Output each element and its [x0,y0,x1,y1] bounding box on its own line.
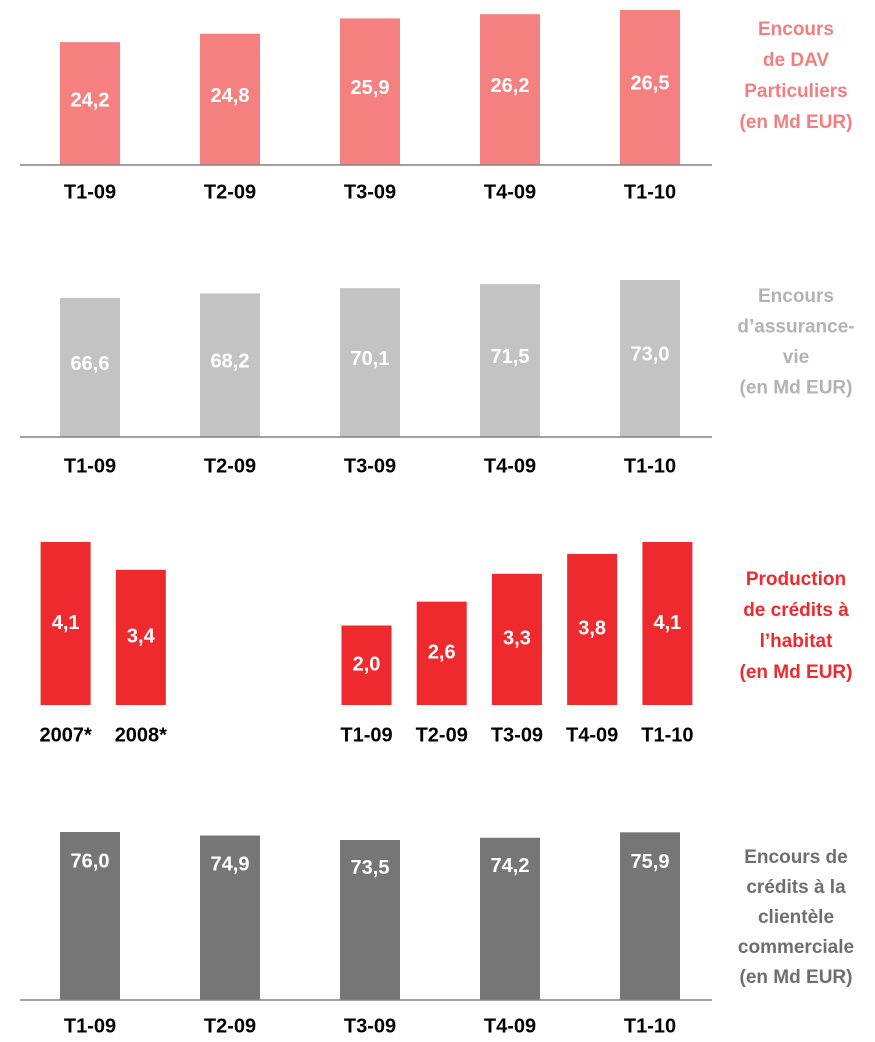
x-tick-label: T1-10 [624,455,676,477]
value-label: 3,3 [503,628,531,650]
value-label: 2,0 [353,654,381,676]
x-tick-label: T3-09 [344,181,396,203]
chart: T1-09 24,2 T2-09 24,8 T3-09 25,9 T4-09 26,2 T1-1… [20,10,852,203]
chart-title: commerciale [738,937,854,958]
chart-title: (en Md EUR) [740,112,853,133]
chart-title: Production [746,569,846,590]
chart: T1-09 76,0 T2-09 74,9 T3-09 73,5 T4-09 74,2 T1-1… [20,832,854,1037]
value-label: 75,9 [631,851,670,873]
x-tick-label: T1-09 [64,455,116,477]
x-tick-label: T4-09 [484,181,536,203]
x-tick-label: T3-09 [344,1015,396,1037]
value-label: 2,6 [428,642,456,664]
bar [491,573,542,705]
bar [620,280,680,437]
chart-title: de crédits à [743,600,849,621]
bar [40,542,91,705]
bar [341,625,392,705]
bar [200,33,260,165]
bar [620,10,680,165]
value-label: 68,2 [211,351,250,373]
bar [340,18,400,166]
value-label: 24,2 [71,89,110,111]
x-tick-label: T1-10 [624,1015,676,1037]
chart-title: Encours [758,286,834,307]
x-tick-label: T2-09 [204,455,256,477]
x-tick-label: 2007* [39,724,91,746]
x-tick-label: T1-09 [64,181,116,203]
value-label: 4,1 [52,612,80,634]
chart-title: d’assurance- [737,317,854,338]
x-tick-label: T2-09 [416,724,468,746]
value-label: 76,0 [71,851,110,873]
bar [620,832,680,1000]
bar [200,293,260,437]
value-label: 3,8 [578,618,606,640]
bar [480,284,540,437]
value-label: 74,2 [491,855,530,877]
x-tick-label: 2008* [115,724,167,746]
bar [60,297,120,437]
chart-title: (en Md EUR) [740,967,853,988]
value-label: 73,5 [351,857,390,879]
chart-title: clientèle [758,907,834,928]
chart-title: (en Md EUR) [740,378,853,399]
bar [480,837,540,1000]
bar [115,569,166,705]
x-tick-label: T2-09 [204,1015,256,1037]
x-tick-label: T4-09 [484,455,536,477]
x-tick-label: T2-09 [204,181,256,203]
bar [642,542,693,705]
bar [60,832,120,1000]
x-tick-label: T1-10 [641,724,693,746]
chart-title: Encours de [744,847,847,868]
chart-title: Particuliers [744,81,848,102]
value-label: 66,6 [71,353,110,375]
bar [567,553,618,705]
bar [200,835,260,1000]
x-tick-label: T3-09 [491,724,543,746]
chart-title: Encours [758,19,834,40]
chart-title: de DAV [763,50,829,71]
chart: 2007* 4,1 2008* 3,4 T1-09 2,0 T2-09 2,6 T3-09 3,3… [39,542,852,746]
bar [416,601,467,705]
value-label: 26,5 [631,73,670,95]
value-label: 4,1 [653,612,681,634]
chart-title: crédits à la [746,877,846,898]
x-tick-label: T1-09 [64,1015,116,1037]
value-label: 3,4 [127,626,156,648]
value-label: 74,9 [211,853,250,875]
x-tick-label: T4-09 [566,724,618,746]
value-label: 70,1 [351,348,390,370]
chart: T1-09 66,6 T2-09 68,2 T3-09 70,1 T4-09 71,5 T1-1… [20,280,855,477]
bar [480,14,540,165]
value-label: 71,5 [491,346,530,368]
x-tick-label: T4-09 [484,1015,536,1037]
value-label: 25,9 [351,77,390,99]
x-tick-label: T1-09 [340,724,392,746]
value-label: 24,8 [211,85,250,107]
value-label: 26,2 [491,75,530,97]
bar [340,288,400,437]
bar [60,42,120,165]
x-tick-label: T3-09 [344,455,396,477]
bar [340,840,400,1000]
value-label: 73,0 [631,344,670,366]
x-tick-label: T1-10 [624,181,676,203]
chart-title: l’habitat [760,631,834,652]
chart-title: (en Md EUR) [740,662,853,683]
chart-title: vie [783,347,809,368]
